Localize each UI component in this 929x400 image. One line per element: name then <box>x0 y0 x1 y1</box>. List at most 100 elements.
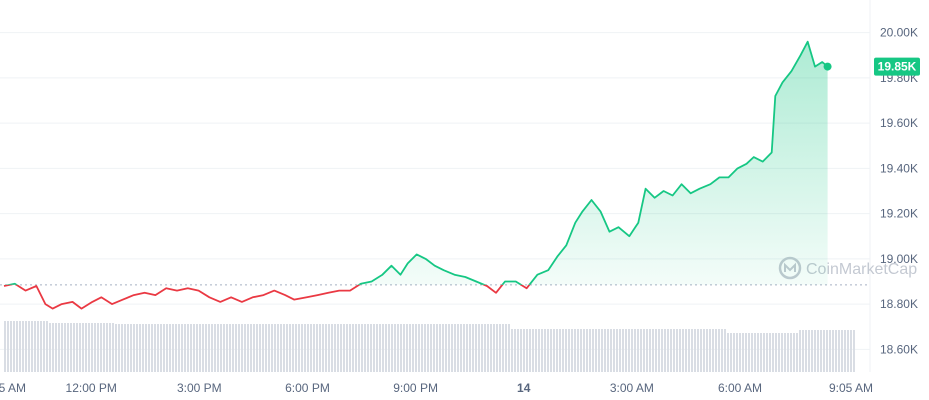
last-price-tag: 19.85K <box>823 57 920 76</box>
volume-bar <box>112 323 114 372</box>
volume-bar <box>373 324 375 372</box>
volume-bar <box>367 324 369 372</box>
volume-bar <box>484 324 486 372</box>
volume-bar <box>115 324 117 372</box>
volume-bar <box>592 329 594 372</box>
volume-bar <box>211 324 213 372</box>
volume-bar <box>91 323 93 372</box>
volume-bar <box>832 330 834 372</box>
volume-bar <box>445 324 447 372</box>
volume-bar <box>844 330 846 372</box>
y-tick-label: 20.00K <box>880 26 918 40</box>
volume-bar <box>316 324 318 372</box>
volume-bar <box>163 324 165 372</box>
volume-bar <box>829 330 831 372</box>
y-tick-label: 19.40K <box>880 161 918 175</box>
volume-bar <box>529 329 531 372</box>
volume-bar <box>622 329 624 372</box>
volume-bar <box>79 323 81 372</box>
volume-bar <box>586 329 588 372</box>
volume-bar <box>148 324 150 372</box>
volume-bar <box>154 324 156 372</box>
volume-bar <box>337 324 339 372</box>
volume-bar <box>805 330 807 372</box>
volume-bar <box>469 324 471 372</box>
volume-bar <box>487 324 489 372</box>
line-segment-up <box>4 40 829 285</box>
volume-bar <box>796 333 798 372</box>
y-tick-label: 19.20K <box>880 207 918 221</box>
volume-bar <box>178 324 180 372</box>
volume-bar <box>700 329 702 372</box>
y-tick-label: 19.60K <box>880 116 918 130</box>
volume-bar <box>781 333 783 372</box>
volume-bar <box>706 329 708 372</box>
volume-bar <box>226 324 228 372</box>
volume-bar <box>94 323 96 372</box>
volume-bar <box>604 329 606 372</box>
volume-bar <box>349 324 351 372</box>
x-tick-label: 9:05 AM <box>829 381 873 395</box>
volume-bar <box>406 324 408 372</box>
volume-bar <box>451 324 453 372</box>
volume-bar <box>610 329 612 372</box>
volume-bar <box>550 329 552 372</box>
volume-bar <box>304 324 306 372</box>
volume-bar <box>616 329 618 372</box>
volume-bar <box>394 324 396 372</box>
volume-bar <box>514 329 516 372</box>
volume-bar <box>769 333 771 372</box>
volume-bar <box>199 324 201 372</box>
price-area <box>9 41 828 285</box>
volume-bar <box>301 324 303 372</box>
volume-bar <box>160 324 162 372</box>
area-above-baseline <box>9 41 828 285</box>
volume-bar <box>595 329 597 372</box>
volume-bar <box>847 330 849 372</box>
last-price-label: 19.85K <box>878 60 917 74</box>
volume-bar <box>634 329 636 372</box>
volume-bar <box>430 324 432 372</box>
volume-bar <box>766 333 768 372</box>
volume-bar <box>64 323 66 372</box>
volume-bar <box>166 324 168 372</box>
volume-bar <box>709 329 711 372</box>
volume-bar <box>193 324 195 372</box>
x-tick-label: 3:00 AM <box>610 381 654 395</box>
volume-bar <box>802 330 804 372</box>
volume-bar <box>382 324 384 372</box>
volume-bar <box>688 329 690 372</box>
volume-bar <box>574 329 576 372</box>
volume-bar <box>715 329 717 372</box>
volume-bar <box>280 324 282 372</box>
volume-bar <box>694 329 696 372</box>
volume-bar <box>493 324 495 372</box>
volume-bar <box>721 329 723 372</box>
volume-bar <box>262 324 264 372</box>
volume-bar <box>505 324 507 372</box>
volume-bar <box>691 329 693 372</box>
volume-bar <box>310 324 312 372</box>
volume-bar <box>682 329 684 372</box>
volume-bar <box>811 330 813 372</box>
volume-bar <box>298 324 300 372</box>
volume-bar <box>88 323 90 372</box>
volume-bar <box>727 333 729 372</box>
volume-bar <box>58 323 60 372</box>
y-tick-label: 18.80K <box>880 297 918 311</box>
volume-bar <box>295 324 297 372</box>
x-axis: 9:35 AM 12:00 PM 3:00 PM 6:00 PM 9:00 PM 14 3:… <box>0 381 873 395</box>
volume-bar <box>34 321 36 372</box>
volume-bar <box>172 324 174 372</box>
volume-bar <box>346 324 348 372</box>
volume-bar <box>754 333 756 372</box>
volume-bar <box>637 329 639 372</box>
volume-bar <box>322 324 324 372</box>
volume-bar <box>580 329 582 372</box>
volume-bar <box>43 321 45 372</box>
volume-bar <box>121 324 123 372</box>
volume-bar <box>751 333 753 372</box>
volume-bar <box>460 324 462 372</box>
